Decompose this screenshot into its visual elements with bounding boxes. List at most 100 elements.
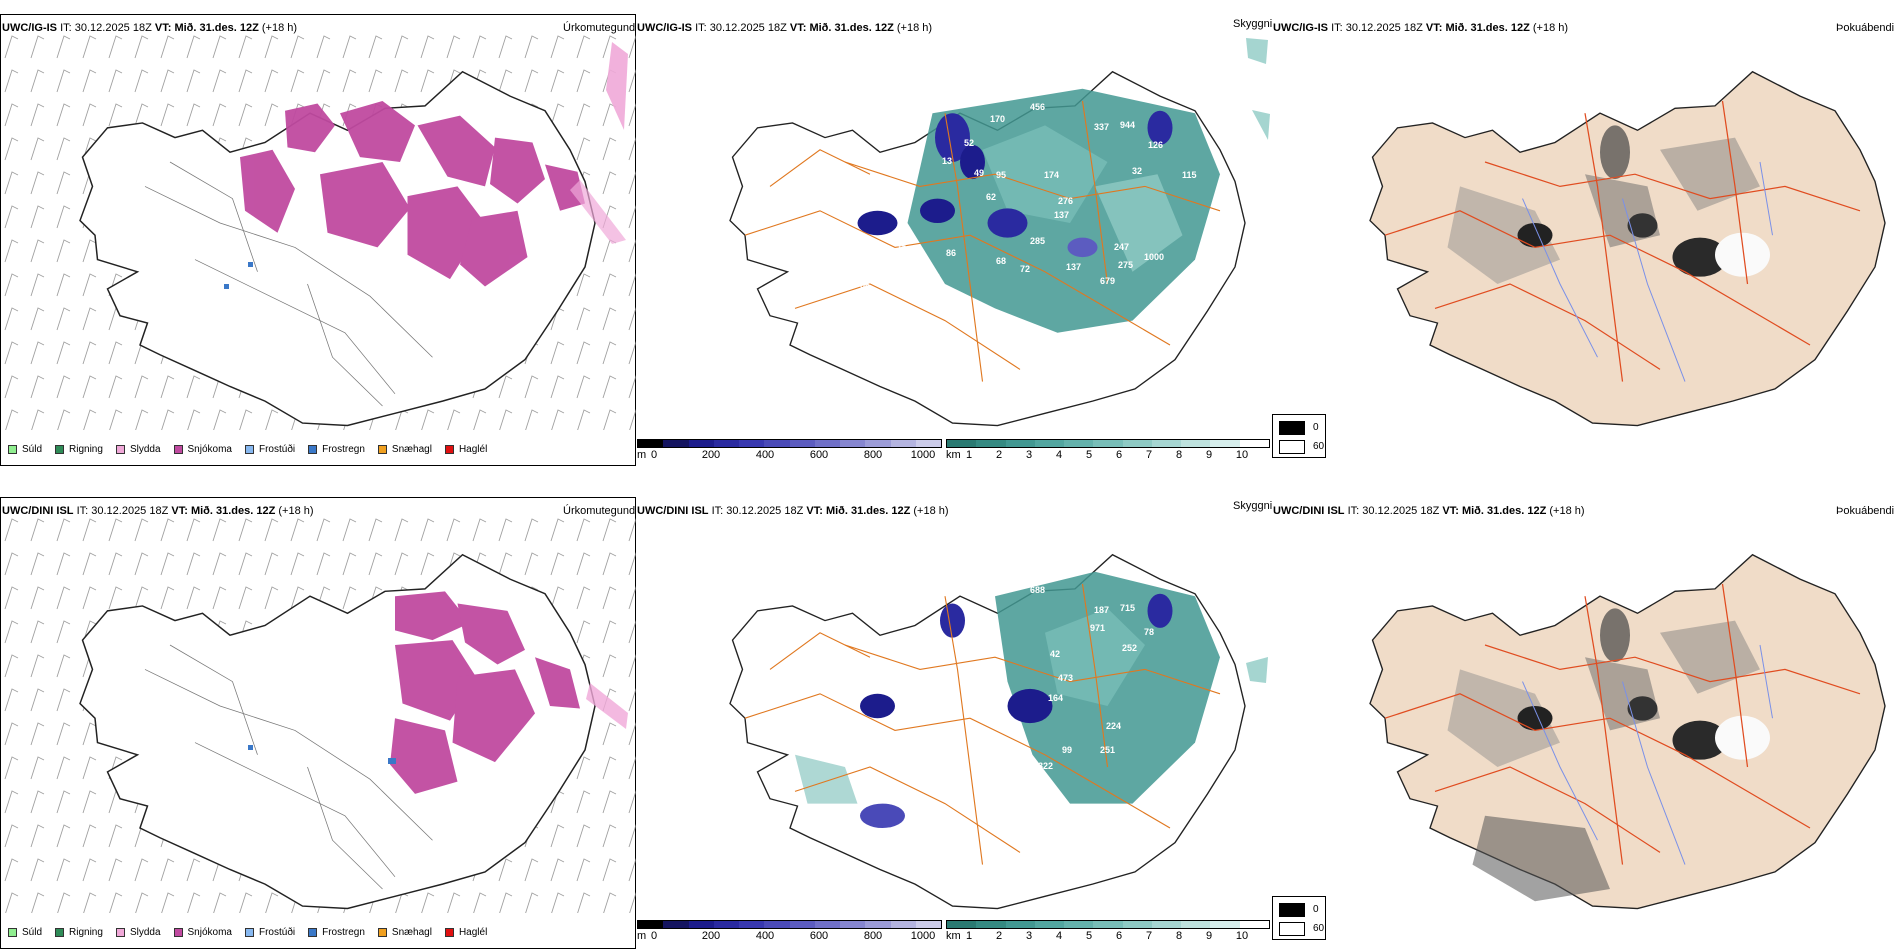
legend-item-rigning: Rigning (55, 444, 103, 455)
cb-label: 11 (916, 841, 926, 851)
cb-label: 313 (908, 859, 923, 869)
cb-label: 337 (1094, 122, 1109, 132)
vt-label: VT: (806, 505, 823, 517)
cb-label: 137 (1054, 210, 1069, 220)
model-name: UWC/DINI ISL (1273, 505, 1345, 517)
cb-label: 56 (860, 280, 870, 290)
model-name: UWC/DINI ISL (637, 505, 709, 517)
cb-label: 70 (880, 262, 890, 272)
legend-item-snjokoma: Snjókoma (173, 927, 232, 938)
fog-title-2: Þokuábendi (1836, 505, 1895, 517)
it-value: 30.12.2025 18Z (709, 22, 787, 34)
model-name: UWC/IG-IS (637, 22, 692, 34)
legend-item-slydda: Slydda (115, 927, 161, 938)
fog-key-2: 0 60 (1272, 896, 1326, 940)
cloud-map-2 (729, 554, 1268, 910)
cloudbase-unit-1: m (637, 449, 647, 461)
legend-item-frostregn: Frostregn (308, 927, 365, 938)
cb-label: 12 (936, 843, 946, 853)
cb-label: 473 (1058, 673, 1073, 683)
it-value: 30.12.2025 18Z (1345, 22, 1423, 34)
it-label: IT: (1331, 22, 1343, 34)
cb-label: 251 (1100, 745, 1115, 755)
model-name: UWC/IG-IS (1273, 22, 1328, 34)
cloud-map-1 (729, 38, 1270, 427)
cb-label: 115 (1182, 170, 1197, 180)
vt-label: VT: (789, 22, 807, 34)
cloudbase-labels-1: 456 337 944 170 126 32 115 95 174 276 13… (860, 102, 1197, 290)
visibility-colorbar-1 (946, 439, 1270, 448)
cb-label: 68 (996, 256, 1006, 266)
cb-label: 174 (1044, 170, 1059, 180)
it-value: 30.12.2025 18Z (1362, 505, 1440, 517)
legend-item-rigning: Rigning (55, 927, 103, 938)
lead-time: (+18 h) (1532, 22, 1569, 34)
cb-label: 42 (1020, 747, 1030, 757)
vt-value: Mið. 31.des. 12Z (809, 22, 894, 34)
header-cloud-2: UWC/DINI ISL IT: 30.12.2025 18Z VT: Mið.… (637, 505, 949, 517)
legend-item-sudd: Súld (8, 927, 42, 938)
visibility-colorbar-2 (946, 920, 1270, 929)
vt-value: Mið. 31.des. 12Z (825, 505, 911, 517)
legend-item-frostudi: Frostúði (244, 927, 295, 938)
cb-label: 276 (1058, 196, 1073, 206)
cb-label: 322 (1038, 761, 1053, 771)
cb-label: 137 (1066, 262, 1081, 272)
fog-title-1: Þokuábendi (1836, 22, 1895, 34)
legend-item-snjokoma: Snjókoma (173, 444, 232, 455)
cb-label: 95 (996, 170, 1006, 180)
vt-value: Mið. 31.des. 12Z (1445, 22, 1530, 34)
cb-label: 252 (1122, 643, 1137, 653)
cb-label: 90 (930, 859, 940, 869)
cb-label: 13 (942, 156, 952, 166)
cb-label: 247 (1114, 242, 1129, 252)
cb-label: 78 (1144, 627, 1154, 637)
cb-label: 99 (1062, 745, 1072, 755)
header-cloud-1: UWC/IG-IS IT: 30.12.2025 18Z VT: Mið. 31… (637, 22, 932, 34)
legend-item-slydda: Slydda (115, 444, 161, 455)
header-fog-2: UWC/DINI ISL IT: 30.12.2025 18Z VT: Mið.… (1273, 505, 1585, 517)
cb-label: 56 (996, 739, 1006, 749)
cb-label: 170 (990, 114, 1005, 124)
cb-label: 274 (904, 705, 919, 715)
cb-label: 971 (1090, 623, 1105, 633)
precip-legend-2: Súld Rigning Slydda Snjókoma Frostúði Fr… (8, 927, 500, 938)
cloudbase-colorbar-1 (637, 439, 942, 448)
precip-map-2 (0, 513, 636, 913)
cb-label: 72 (1020, 264, 1030, 274)
it-label: IT: (60, 22, 72, 34)
cb-label: 456 (1030, 102, 1045, 112)
cb-label: 679 (1100, 276, 1115, 286)
it-label: IT: (76, 505, 89, 517)
cb-label: 944 (1120, 120, 1135, 130)
cb-label: 1000 (1144, 252, 1164, 262)
legend-item-sudd: Súld (8, 444, 42, 455)
cb-label: 224 (1106, 721, 1121, 731)
cb-label: 164 (1048, 693, 1063, 703)
it-value: 30.12.2025 18Z (726, 505, 804, 517)
vt-value: Mið. 31.des. 12Z (1461, 505, 1547, 517)
cb-label: 63 (846, 743, 856, 753)
cloudbase-unit-2: m (637, 930, 647, 942)
cb-label: 42 (1050, 649, 1060, 659)
legend-item-frostudi: Frostúði (244, 444, 295, 455)
cb-label: 126 (1148, 140, 1163, 150)
it-label: IT: (1347, 505, 1360, 517)
vt-label: VT: (1442, 505, 1459, 517)
lead-time: (+18 h) (913, 505, 949, 517)
cb-label: 49 (974, 168, 984, 178)
cb-label: 275 (1118, 260, 1133, 270)
legend-item-snaehagl: Snæhagl (377, 444, 432, 455)
cb-label: 62 (986, 192, 996, 202)
cloudbase-labels-2: 688 187 715 971 78 252 42 473 164 224 56… (846, 585, 1154, 869)
cloudbase-colorbar-2 (637, 920, 942, 929)
cb-label: 688 (1030, 585, 1045, 595)
fog-map-1 (1369, 71, 1886, 427)
cb-label: 285 (1030, 236, 1045, 246)
legend-item-haglel: Haglél (444, 444, 487, 455)
legend-item-haglel: Haglél (444, 927, 487, 938)
cb-label: 90 (930, 272, 940, 282)
legend-item-snaehagl: Snæhagl (377, 927, 432, 938)
it-label: IT: (711, 505, 724, 517)
visibility-unit-2: km (946, 930, 961, 942)
